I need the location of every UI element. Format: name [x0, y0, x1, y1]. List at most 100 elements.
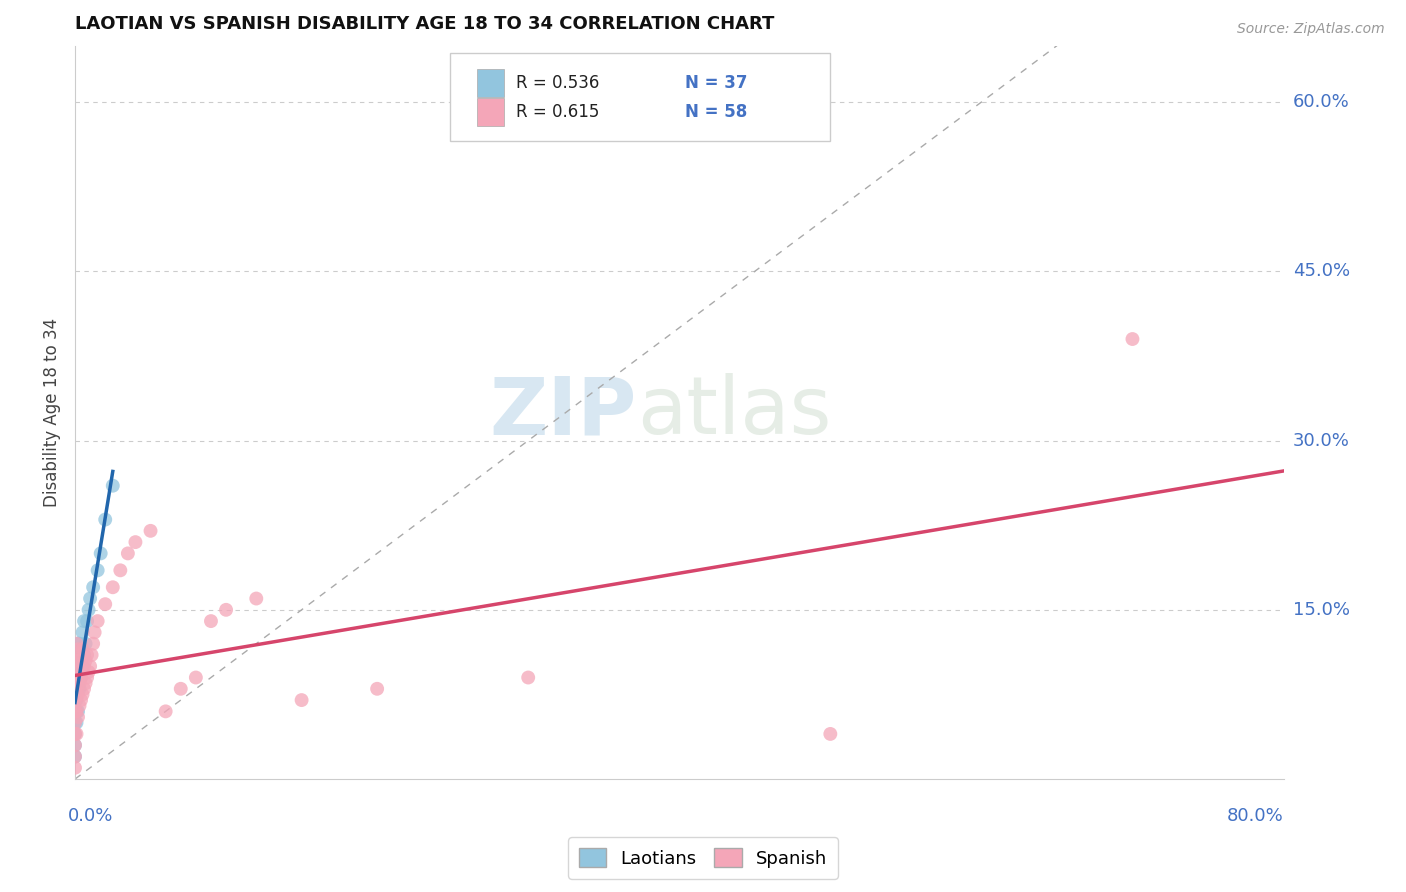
- Point: [63, 738, 86, 752]
- Point: [86, 614, 108, 628]
- Point: [70, 642, 93, 657]
- Point: [69, 659, 91, 673]
- Point: [82, 637, 104, 651]
- Point: [63, 704, 86, 718]
- Point: [63, 727, 86, 741]
- Point: [63, 693, 86, 707]
- Point: [86, 563, 108, 577]
- Text: 45.0%: 45.0%: [1292, 262, 1350, 280]
- Point: [80, 648, 103, 662]
- Point: [66, 688, 89, 702]
- Point: [79, 591, 101, 606]
- Point: [90, 546, 112, 560]
- Point: [72, 665, 94, 679]
- Point: [76, 671, 98, 685]
- Point: [69, 681, 91, 696]
- Point: [101, 479, 124, 493]
- Point: [63, 693, 86, 707]
- Point: [110, 563, 132, 577]
- Point: [200, 614, 222, 628]
- Point: [366, 681, 388, 696]
- Point: [94, 512, 117, 526]
- Text: atlas: atlas: [637, 374, 831, 451]
- Bar: [478, 98, 503, 127]
- Point: [76, 648, 98, 662]
- Point: [63, 659, 86, 673]
- Bar: [478, 70, 503, 97]
- Point: [184, 671, 207, 685]
- Point: [76, 614, 98, 628]
- Point: [63, 671, 86, 685]
- Point: [155, 704, 177, 718]
- Point: [117, 546, 139, 560]
- Point: [63, 749, 86, 764]
- Point: [65, 659, 87, 673]
- Point: [65, 693, 87, 707]
- Point: [75, 637, 97, 651]
- Text: R = 0.615: R = 0.615: [516, 103, 599, 121]
- Point: [75, 676, 97, 690]
- Y-axis label: Disability Age 18 to 34: Disability Age 18 to 34: [44, 318, 60, 507]
- Point: [72, 625, 94, 640]
- Point: [72, 688, 94, 702]
- Point: [63, 715, 86, 730]
- Point: [63, 681, 86, 696]
- Point: [66, 637, 89, 651]
- Point: [79, 659, 101, 673]
- Point: [72, 659, 94, 673]
- Point: [124, 535, 146, 549]
- Point: [70, 693, 93, 707]
- Text: 30.0%: 30.0%: [1292, 432, 1350, 450]
- Point: [66, 710, 89, 724]
- Point: [517, 671, 540, 685]
- Point: [69, 654, 91, 668]
- Point: [65, 637, 87, 651]
- Point: [63, 704, 86, 718]
- Point: [82, 580, 104, 594]
- Point: [83, 625, 105, 640]
- Point: [70, 671, 93, 685]
- Point: [170, 681, 193, 696]
- Point: [291, 693, 314, 707]
- Point: [63, 761, 86, 775]
- Point: [70, 648, 93, 662]
- Point: [70, 671, 93, 685]
- Point: [73, 614, 96, 628]
- Point: [73, 659, 96, 673]
- Text: Source: ZipAtlas.com: Source: ZipAtlas.com: [1237, 22, 1385, 37]
- Point: [69, 676, 91, 690]
- Point: [65, 681, 87, 696]
- Point: [1121, 332, 1143, 346]
- Point: [65, 715, 87, 730]
- Point: [65, 648, 87, 662]
- Point: [94, 597, 117, 611]
- Point: [73, 648, 96, 662]
- Text: LAOTIAN VS SPANISH DISABILITY AGE 18 TO 34 CORRELATION CHART: LAOTIAN VS SPANISH DISABILITY AGE 18 TO …: [75, 15, 775, 33]
- Point: [65, 704, 87, 718]
- Point: [66, 704, 89, 718]
- Point: [66, 681, 89, 696]
- Point: [63, 749, 86, 764]
- Legend: Laotians, Spanish: Laotians, Spanish: [568, 838, 838, 879]
- Point: [72, 642, 94, 657]
- Point: [101, 580, 124, 594]
- Point: [65, 654, 87, 668]
- Point: [63, 738, 86, 752]
- Point: [73, 681, 96, 696]
- Point: [63, 681, 86, 696]
- Point: [69, 698, 91, 713]
- Point: [66, 642, 89, 657]
- Text: 15.0%: 15.0%: [1292, 601, 1350, 619]
- Point: [65, 688, 87, 702]
- Text: 80.0%: 80.0%: [1227, 807, 1284, 825]
- Point: [215, 603, 238, 617]
- Text: N = 37: N = 37: [685, 74, 748, 92]
- Point: [69, 637, 91, 651]
- Point: [65, 727, 87, 741]
- Point: [65, 671, 87, 685]
- Point: [66, 659, 89, 673]
- Point: [65, 671, 87, 685]
- Point: [77, 603, 100, 617]
- Point: [139, 524, 162, 538]
- Text: N = 58: N = 58: [685, 103, 748, 121]
